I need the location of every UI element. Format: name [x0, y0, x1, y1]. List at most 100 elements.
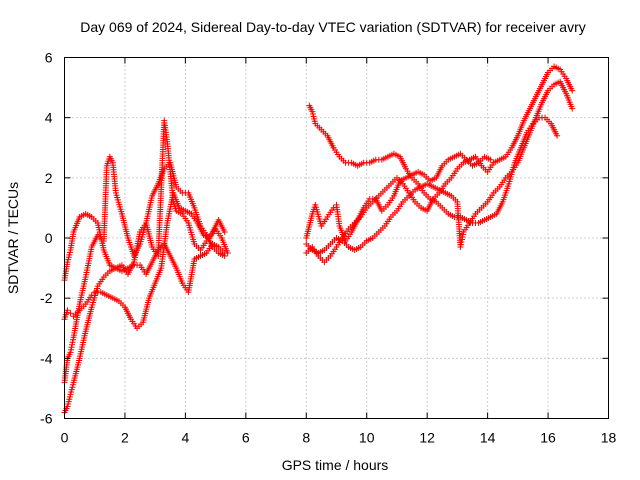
interpolated-samples [185, 258, 198, 293]
interpolated-samples [444, 190, 453, 198]
interpolated-samples [558, 68, 568, 80]
interpolated-samples [111, 296, 120, 304]
interpolated-samples [368, 157, 377, 165]
interpolated-samples [146, 282, 158, 300]
x-tick-label: 16 [540, 430, 556, 446]
interpolated-samples [108, 266, 117, 274]
interpolated-samples [138, 222, 148, 233]
interpolated-samples [453, 151, 462, 159]
interpolated-samples [355, 206, 366, 221]
interpolated-samples [392, 151, 401, 159]
interpolated-samples [305, 243, 314, 252]
interpolated-samples [512, 146, 523, 164]
interpolated-samples [447, 154, 456, 162]
interpolated-samples [186, 192, 197, 209]
interpolated-samples [307, 104, 315, 113]
interpolated-samples [461, 222, 471, 233]
interpolated-samples [150, 246, 160, 257]
interpolated-samples [429, 196, 438, 204]
interpolated-samples [527, 116, 539, 134]
interpolated-samples [468, 154, 477, 162]
interpolated-samples [449, 168, 459, 179]
interpolated-samples [402, 194, 411, 203]
interpolated-samples [117, 300, 126, 309]
interpolated-samples [359, 207, 369, 218]
y-tick-label: 0 [45, 230, 53, 246]
interpolated-samples [441, 158, 450, 167]
interpolated-samples [83, 246, 95, 278]
interpolated-samples [432, 184, 441, 192]
interpolated-samples [404, 168, 414, 179]
series-trace-g [303, 78, 576, 257]
interpolated-samples [157, 243, 166, 252]
interpolated-samples [492, 185, 501, 194]
interpolated-samples [138, 264, 148, 275]
interpolated-samples [107, 155, 115, 164]
interpolated-samples [483, 214, 492, 222]
interpolated-samples [199, 225, 209, 236]
interpolated-samples [62, 405, 70, 414]
interpolated-samples [164, 141, 174, 173]
series-trace-d [61, 117, 228, 416]
interpolated-samples [447, 211, 456, 219]
interpolated-samples [192, 207, 203, 227]
interpolated-samples [309, 111, 318, 125]
interpolated-samples [126, 263, 135, 271]
interpolated-samples [205, 231, 215, 242]
interpolated-samples [564, 77, 575, 92]
interpolated-samples [500, 183, 512, 203]
interpolated-samples [450, 194, 459, 203]
interpolated-samples [180, 282, 190, 293]
interpolated-samples [498, 177, 508, 188]
interpolated-samples [216, 218, 227, 233]
data-point [569, 87, 576, 94]
interpolated-samples [477, 155, 486, 164]
series-trace-c [61, 153, 228, 386]
interpolated-samples [62, 309, 70, 320]
interpolated-samples [153, 267, 164, 284]
interpolated-samples [323, 243, 332, 252]
interpolated-samples [323, 255, 332, 264]
interpolated-samples [175, 185, 184, 194]
x-tick-label: 6 [242, 430, 250, 446]
interpolated-samples [373, 197, 384, 212]
interpolated-samples [459, 214, 468, 222]
interpolated-samples [494, 200, 505, 215]
interpolated-samples [492, 157, 501, 165]
interpolated-samples [120, 264, 130, 275]
interpolated-samples [423, 191, 432, 200]
interpolated-samples [411, 176, 420, 185]
interpolated-samples [349, 218, 360, 233]
interpolated-samples [335, 236, 344, 244]
series-trace-a [61, 189, 231, 332]
interpolated-samples [540, 89, 551, 104]
interpolated-samples [371, 230, 380, 239]
data-point [330, 204, 337, 211]
interpolated-samples [564, 92, 575, 110]
interpolated-samples [184, 208, 193, 216]
x-tick-label: 18 [601, 430, 617, 446]
interpolated-samples [333, 204, 343, 227]
data-point [64, 307, 71, 314]
interpolated-samples [303, 213, 315, 239]
interpolated-samples [84, 211, 93, 219]
interpolated-samples [77, 330, 89, 360]
interpolated-samples [113, 192, 125, 215]
interpolated-samples [350, 160, 359, 168]
interpolated-samples [383, 216, 393, 227]
interpolated-samples [377, 224, 386, 233]
interpolated-samples [411, 169, 420, 177]
y-tick-labels: -6 -4 -2 0 2 4 6 [40, 50, 53, 427]
y-tick-label: 6 [45, 50, 53, 66]
interpolated-samples [471, 160, 480, 168]
interpolated-samples [489, 211, 498, 219]
interpolated-samples [317, 255, 326, 264]
interpolated-samples [454, 201, 464, 248]
interpolated-samples [553, 64, 562, 72]
interpolated-samples [180, 213, 190, 224]
y-tick-label: 4 [45, 110, 53, 126]
interpolated-samples [515, 146, 527, 164]
interpolated-samples [99, 290, 108, 298]
series-trace-b [61, 210, 228, 296]
